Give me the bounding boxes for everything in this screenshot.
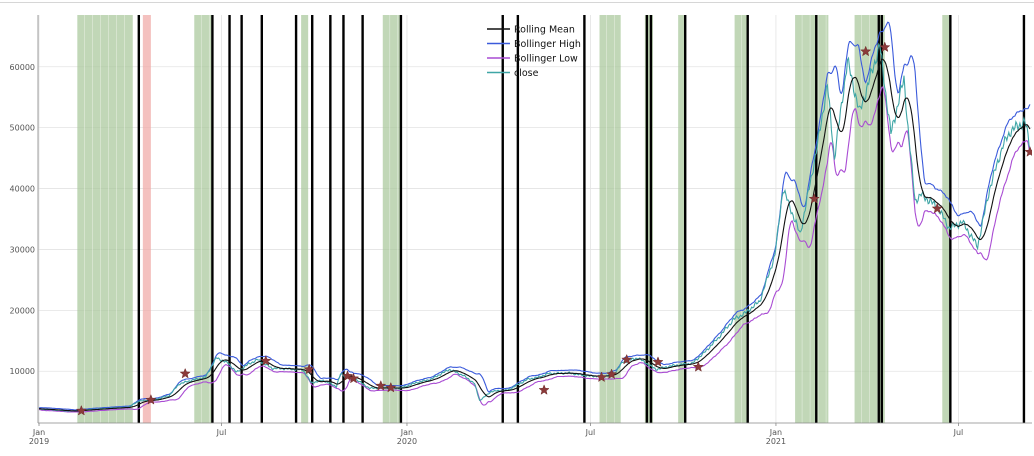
legend-label-close: close <box>514 68 539 79</box>
signal-marker <box>260 355 272 366</box>
x-tick-label: Jan <box>32 428 45 437</box>
signal-marker <box>606 368 618 380</box>
x-tick-label: Jul <box>585 428 596 437</box>
shaded-region <box>382 15 401 423</box>
price-series <box>38 21 1031 413</box>
signal-marker <box>860 45 872 57</box>
legend-label-bollinger-high: Bollinger High <box>514 39 581 50</box>
signal-marker <box>879 41 891 53</box>
series-rolling-mean <box>38 58 1031 412</box>
shaded-region <box>194 15 212 423</box>
signal-marker <box>303 363 315 375</box>
signal-marker <box>179 367 191 379</box>
x-tick-label: Jul <box>216 428 227 437</box>
x-tick-year-label: 2020 <box>397 437 417 446</box>
signal-marker <box>621 353 633 365</box>
signal-marker <box>347 372 360 384</box>
shaded-region <box>599 15 621 423</box>
signal-marker <box>341 370 354 381</box>
signal-marker <box>538 384 550 395</box>
x-tick-label: Jul <box>953 428 964 437</box>
series-bollinger-low <box>38 86 1031 413</box>
y-tick-label: 30000 <box>10 245 35 254</box>
signal-marker <box>692 361 704 372</box>
y-tick-label: 10000 <box>10 367 35 376</box>
signal-marker <box>385 381 397 393</box>
x-tick-label: Jan <box>400 428 413 437</box>
signal-marker <box>931 202 943 214</box>
y-tick-label: 20000 <box>10 306 35 315</box>
vertical-signal-lines <box>137 15 1026 423</box>
legend-label-rolling-mean: Rolling Mean <box>514 25 575 36</box>
series-bollinger-high <box>38 21 1031 411</box>
signal-marker <box>595 371 608 383</box>
y-axis-ticks: 10000 20000 30000 40000 50000 60000 <box>10 63 35 376</box>
signal-marker <box>808 192 820 204</box>
shaded-region <box>77 15 133 423</box>
signal-marker <box>145 394 157 405</box>
shaded-region <box>142 15 151 423</box>
shaded-region <box>734 15 747 423</box>
signal-marker <box>1024 146 1032 157</box>
shaded-region <box>301 15 309 423</box>
shaded-region <box>644 15 653 423</box>
legend: Rolling Mean Bollinger High Bollinger Lo… <box>487 25 581 79</box>
signal-marker <box>652 356 664 367</box>
y-tick-label: 50000 <box>10 124 35 133</box>
shaded-region <box>795 15 829 423</box>
shaded-region <box>678 15 685 423</box>
x-tick-year-label: 2021 <box>766 437 786 446</box>
x-tick-label: Jan <box>769 428 782 437</box>
x-tick-year-label: 2019 <box>29 437 49 446</box>
legend-label-bollinger-low: Bollinger Low <box>514 54 578 65</box>
signal-markers <box>75 41 1032 416</box>
signal-marker <box>375 380 387 391</box>
y-tick-label: 40000 <box>10 185 35 194</box>
y-tick-label: 60000 <box>10 63 35 72</box>
series-close <box>38 42 1031 412</box>
signal-marker <box>75 404 87 416</box>
